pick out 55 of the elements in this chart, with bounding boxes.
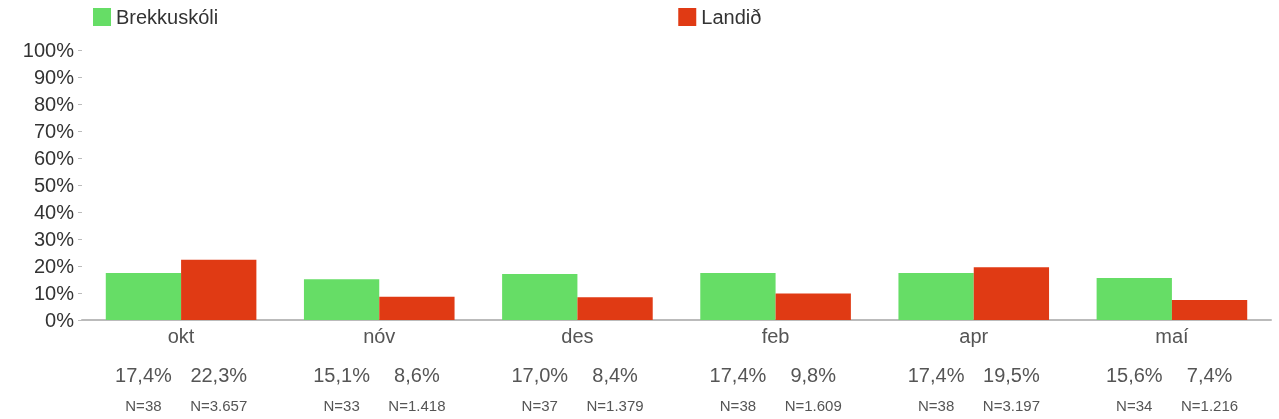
bar [105, 273, 182, 320]
data-label: 19,5% [983, 364, 1040, 386]
y-tick-label: 100% [22, 39, 75, 61]
text: N=38 [125, 396, 162, 414]
bar [502, 274, 578, 320]
text: N=3.657 [190, 396, 248, 414]
x-tick-label: feb [761, 325, 790, 347]
text: N=34 [1116, 396, 1153, 414]
text: N=38 [719, 396, 757, 414]
data-label: 8,4% [592, 364, 639, 386]
bar [775, 293, 851, 320]
text: N=1.216 [1181, 396, 1239, 414]
data-label: 15,1% [313, 364, 371, 386]
data-label: 22,3% [190, 364, 248, 386]
bar [303, 279, 380, 320]
x-tick-label: des [561, 325, 594, 347]
data-label: 8,6% [394, 364, 440, 386]
data-label: 15,6% [1105, 364, 1163, 386]
bar [1171, 300, 1248, 320]
x-tick-label: maí [1155, 325, 1190, 347]
bar [700, 273, 776, 320]
y-tick-label: 80% [33, 93, 75, 115]
data-label: 17,0% [511, 364, 569, 386]
text: N=1.379 [586, 396, 644, 414]
text: N=1.418 [388, 396, 446, 414]
x-tick-label: nóv [363, 325, 396, 347]
text: N=3.197 [982, 396, 1040, 414]
y-tick-label: 50% [33, 174, 75, 196]
x-tick-label: apr [959, 325, 989, 347]
y-tick-label: 20% [33, 255, 75, 277]
bar [577, 297, 653, 320]
y-tick-label: 90% [33, 66, 75, 88]
y-tick-label: 60% [33, 147, 75, 169]
bar [1096, 277, 1172, 320]
bar [973, 267, 1050, 320]
y-tick-label: 30% [33, 228, 75, 250]
data-label: 9,8% [790, 364, 837, 386]
text: N=37 [521, 396, 558, 414]
y-tick-label: 0% [45, 309, 75, 331]
x-tick-label: okt [167, 325, 195, 347]
legend-label: Landið [701, 6, 762, 28]
text: N=1.609 [784, 396, 842, 414]
data-label: 17,4% [907, 364, 965, 386]
data-label: 17,4% [709, 364, 767, 386]
bar [898, 273, 974, 320]
bar [181, 259, 257, 320]
y-tick-label: 10% [33, 282, 75, 304]
data-label: 7,4% [1186, 364, 1233, 386]
bar [379, 296, 455, 320]
text: N=38 [917, 396, 955, 414]
y-tick-label: 40% [33, 201, 75, 223]
legend-label: Brekkuskóli [116, 6, 219, 28]
text: N=33 [323, 396, 360, 414]
y-tick-label: 70% [33, 120, 75, 142]
data-label: 17,4% [115, 364, 172, 386]
